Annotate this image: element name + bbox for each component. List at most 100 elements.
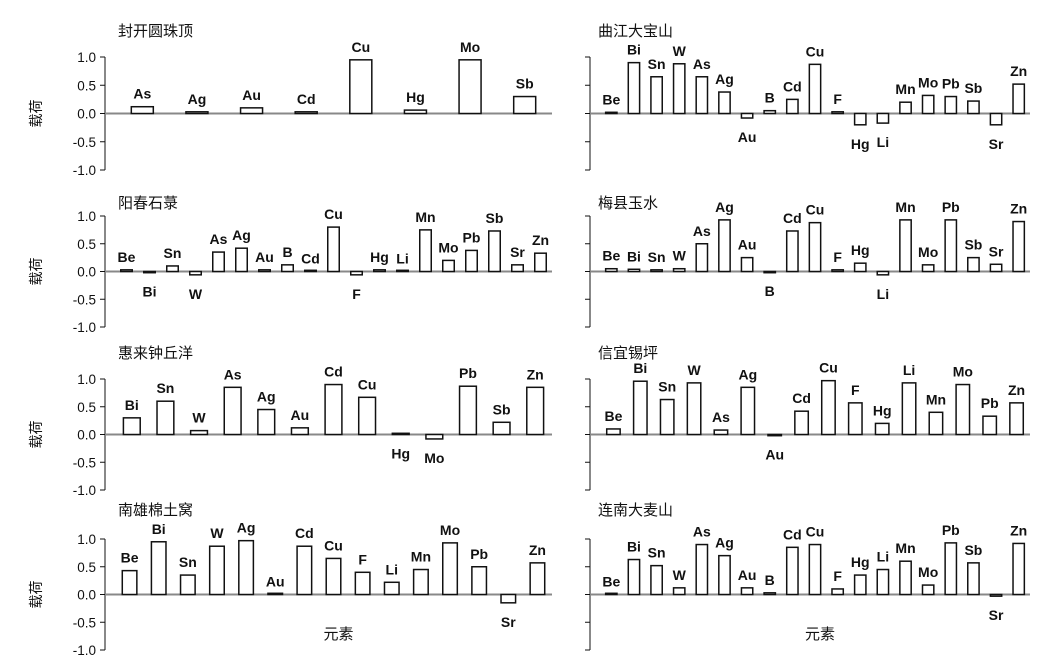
bar-au (239, 107, 264, 115)
bar-label: Li (877, 286, 889, 302)
bar-zn (526, 386, 545, 436)
bar-label: F (833, 568, 842, 584)
bar-cu (325, 557, 342, 596)
bar-label: Mo (918, 564, 938, 580)
bar-label: Mn (895, 540, 915, 556)
bar-au (290, 427, 310, 436)
panel-title: 封开圆珠顶 (118, 22, 193, 40)
bar-label: Li (386, 561, 398, 577)
bar-label: Pb (463, 229, 481, 245)
bar-label: Pb (942, 76, 960, 92)
bar-label: Mo (918, 244, 938, 260)
x-axis-label: 元素 (805, 625, 835, 643)
bar-label: Mo (953, 364, 973, 380)
bar-mo (955, 383, 971, 436)
bar-bi (627, 268, 641, 273)
bar-label: Sr (989, 243, 1004, 259)
bar-label: Bi (627, 248, 641, 264)
bar-pb (458, 385, 478, 436)
bar-label: Au (738, 237, 757, 253)
bar-label: Cd (792, 390, 811, 406)
bar-label: Cu (806, 43, 825, 59)
panel-title: 连南大麦山 (598, 501, 673, 519)
bar-mn (899, 101, 912, 115)
bar-mn (928, 411, 944, 436)
y-tick-label: -1.0 (73, 320, 96, 335)
bar-as (713, 429, 729, 436)
bar-label: Bi (627, 42, 641, 58)
bar-label: Zn (527, 366, 544, 382)
bar-li (901, 382, 917, 436)
bar-label: F (851, 382, 860, 398)
y-tick-label: -0.5 (73, 292, 96, 307)
bar-label: Zn (1010, 201, 1027, 217)
bar-mn (412, 568, 429, 596)
bar-label: As (712, 409, 730, 425)
bar-label: Bi (152, 521, 166, 537)
bar-label: W (189, 286, 203, 302)
bar-label: Li (877, 134, 889, 150)
bar-f (831, 269, 845, 273)
bar-label: W (673, 248, 687, 264)
bar-label: F (833, 249, 842, 265)
bar-label: Li (877, 549, 889, 565)
y-axis-label: 载荷 (29, 258, 45, 286)
bar-label: Mn (415, 209, 435, 225)
bar-ag (238, 539, 255, 596)
bar-w (672, 587, 686, 596)
bar-hg (403, 109, 428, 115)
bar-pb (944, 219, 958, 273)
panel-title: 阳春石菉 (118, 194, 178, 212)
bar-pb (944, 95, 958, 115)
bar-as (695, 243, 709, 273)
y-tick-label: 0.5 (77, 560, 96, 575)
bar-bi (122, 417, 141, 436)
bar-label: Zn (532, 232, 549, 248)
bar-label: Sr (989, 607, 1004, 623)
bar-li (876, 270, 890, 276)
y-axis-label: 载荷 (29, 421, 45, 449)
bar-label: W (687, 362, 701, 378)
bar-ag (235, 247, 248, 273)
bar-label: Mn (895, 199, 915, 215)
bar-label: W (673, 567, 687, 583)
bar-label: Mn (411, 549, 431, 565)
bar-sr (989, 112, 1003, 126)
bar-mo (921, 94, 935, 115)
y-tick-label: 0.0 (77, 428, 96, 443)
bar-ag (718, 554, 731, 596)
bar-label: Mo (460, 39, 480, 55)
bar-sn (650, 76, 663, 115)
bar-label: Hg (851, 136, 870, 152)
bar-ag (718, 219, 731, 273)
panel-title: 信宜锡坪 (598, 344, 658, 362)
bar-label: Au (242, 87, 261, 103)
bar-label: Sb (964, 80, 982, 96)
bar-sn (156, 400, 175, 436)
bar-zn (1012, 83, 1026, 115)
bar-sb (512, 95, 537, 115)
bar-zn (1012, 220, 1026, 273)
bar-label: B (765, 572, 775, 588)
bar-label: Li (396, 251, 408, 267)
bar-label: Hg (391, 446, 410, 462)
y-tick-label: -1.0 (73, 163, 96, 178)
bar-w (189, 429, 209, 436)
bar-be (121, 569, 138, 596)
bar-be (605, 428, 621, 436)
bar-label: Be (121, 550, 139, 566)
bar-label: Cd (783, 78, 802, 94)
bar-zn (1009, 402, 1025, 436)
bar-label: Cd (295, 525, 314, 541)
y-tick-label: -0.5 (73, 135, 96, 150)
bar-sr (989, 593, 1003, 597)
bar-cu (808, 63, 822, 115)
bar-label: Sn (648, 56, 666, 72)
bar-mn (899, 560, 912, 596)
bar-sn (650, 269, 663, 273)
bar-label: Mo (918, 74, 938, 90)
bar-label: Cu (806, 524, 825, 540)
